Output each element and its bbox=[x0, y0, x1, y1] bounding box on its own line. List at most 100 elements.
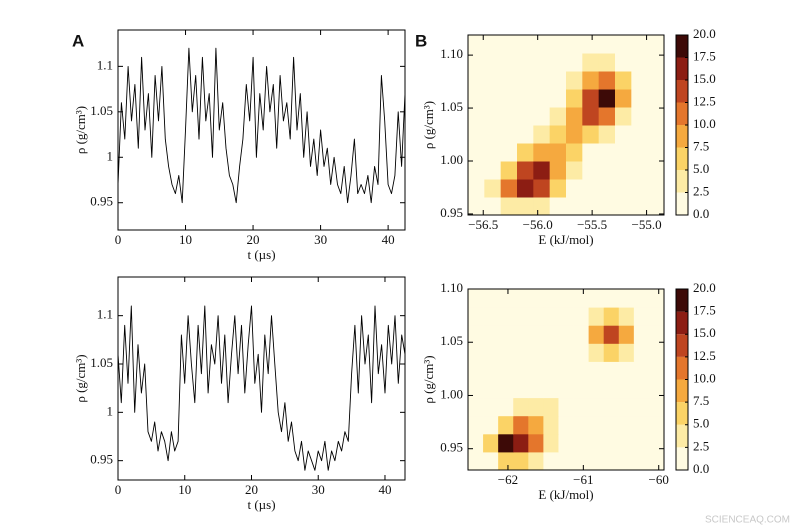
density-cell bbox=[588, 289, 605, 308]
x-tick-label: −56.0 bbox=[523, 217, 553, 232]
density-cell bbox=[549, 179, 567, 198]
density-cell bbox=[528, 361, 544, 380]
density-cell bbox=[549, 161, 567, 180]
density-cell bbox=[582, 35, 600, 54]
density-cell bbox=[615, 125, 632, 144]
density-cell bbox=[647, 35, 664, 54]
density-cell bbox=[528, 379, 544, 399]
density-cell bbox=[633, 451, 650, 470]
y-tick-label: 1.1 bbox=[97, 307, 113, 322]
x-tick-label: 30 bbox=[312, 482, 325, 497]
y-tick-label: 1.05 bbox=[440, 333, 463, 348]
density-cell bbox=[615, 197, 632, 215]
density-cell bbox=[573, 325, 590, 344]
density-cell bbox=[498, 289, 514, 308]
density-cell bbox=[528, 433, 544, 453]
density-trace bbox=[118, 47, 405, 204]
density-cell bbox=[498, 433, 514, 453]
axes-frame bbox=[467, 288, 665, 471]
density-cell bbox=[513, 379, 529, 399]
density-cell bbox=[603, 307, 620, 326]
density-cell bbox=[468, 289, 484, 308]
density-cell bbox=[631, 125, 649, 144]
colorbar-tick-label: 20.0 bbox=[693, 26, 716, 41]
density-cell bbox=[588, 307, 605, 326]
density-cell bbox=[631, 53, 649, 72]
density-cell bbox=[588, 451, 605, 470]
density-cell bbox=[543, 451, 559, 470]
panel: 0.0 2.5 5.0 7.5 10.0 12.5 15.0 17.5 20.0 −62 −61 −6… bbox=[421, 280, 716, 502]
density-cell bbox=[582, 71, 600, 90]
density-cell bbox=[615, 71, 632, 90]
density-cell bbox=[513, 433, 529, 453]
density-cell bbox=[566, 35, 583, 54]
colorbar-segment bbox=[676, 424, 688, 448]
density-cell bbox=[603, 289, 620, 308]
density-cell bbox=[484, 143, 502, 162]
density-cell bbox=[533, 161, 551, 180]
y-tick-label: 1.1 bbox=[97, 57, 113, 72]
density-cell bbox=[633, 325, 650, 344]
density-cell bbox=[566, 179, 583, 198]
density-cell bbox=[468, 307, 484, 326]
x-tick-label: −61 bbox=[573, 472, 593, 487]
density-cell bbox=[528, 307, 544, 326]
density-cell bbox=[618, 307, 635, 326]
density-cell bbox=[484, 89, 502, 108]
density-cell bbox=[647, 89, 664, 108]
density-cell bbox=[513, 397, 529, 417]
density-cell bbox=[598, 179, 616, 198]
density-cell bbox=[528, 325, 544, 344]
density-cell bbox=[558, 361, 575, 380]
colorbar-tick-label: 7.5 bbox=[693, 138, 709, 153]
watermark: SCIENCEAQ.COM bbox=[705, 515, 790, 526]
density-cell bbox=[615, 53, 632, 72]
density-cell bbox=[648, 433, 664, 453]
density-cell bbox=[631, 89, 649, 108]
density-cell bbox=[598, 71, 616, 90]
density-cell bbox=[533, 107, 551, 126]
density-cell bbox=[543, 415, 559, 435]
density-cell bbox=[631, 197, 649, 215]
density-cell bbox=[500, 107, 518, 126]
density-cell bbox=[558, 343, 575, 362]
density-cell bbox=[543, 289, 559, 308]
density-cell bbox=[631, 71, 649, 90]
density-cell bbox=[582, 161, 600, 180]
colorbar-segment bbox=[676, 35, 688, 58]
density-cell bbox=[598, 107, 616, 126]
colorbar-tick-label: 5.0 bbox=[693, 416, 709, 431]
density-cell bbox=[500, 53, 518, 72]
density-cell bbox=[549, 125, 567, 144]
colorbar-tick-label: 17.5 bbox=[693, 303, 716, 318]
density-cell bbox=[598, 89, 616, 108]
density-cell bbox=[566, 71, 583, 90]
density-cell bbox=[468, 325, 484, 344]
density-cell bbox=[500, 89, 518, 108]
density-cell bbox=[647, 53, 664, 72]
density-cell bbox=[484, 161, 502, 180]
density-cell bbox=[633, 415, 650, 435]
x-tick-label: 30 bbox=[314, 232, 327, 247]
density-cell bbox=[468, 433, 484, 453]
density-cell bbox=[618, 343, 635, 362]
density-cell bbox=[633, 433, 650, 453]
density-cell bbox=[543, 397, 559, 417]
colorbar-tick-label: 15.0 bbox=[693, 71, 716, 86]
density-cell bbox=[598, 125, 616, 144]
density-cell bbox=[631, 161, 649, 180]
density-cell bbox=[618, 325, 635, 344]
density-cell bbox=[558, 415, 575, 435]
density-cell bbox=[566, 197, 583, 215]
density-cell bbox=[513, 307, 529, 326]
density-cell bbox=[500, 35, 518, 54]
density-cell bbox=[615, 143, 632, 162]
density-cell bbox=[483, 451, 499, 470]
density-cell bbox=[573, 433, 590, 453]
density-cell bbox=[498, 415, 514, 435]
panel: 0 10 20 30 40 0.95 1 1.05 1.1 t (µs) ρ (g/cm³) bbox=[73, 276, 406, 512]
density-cell bbox=[603, 451, 620, 470]
density-cell bbox=[633, 343, 650, 362]
density-cell bbox=[533, 53, 551, 72]
